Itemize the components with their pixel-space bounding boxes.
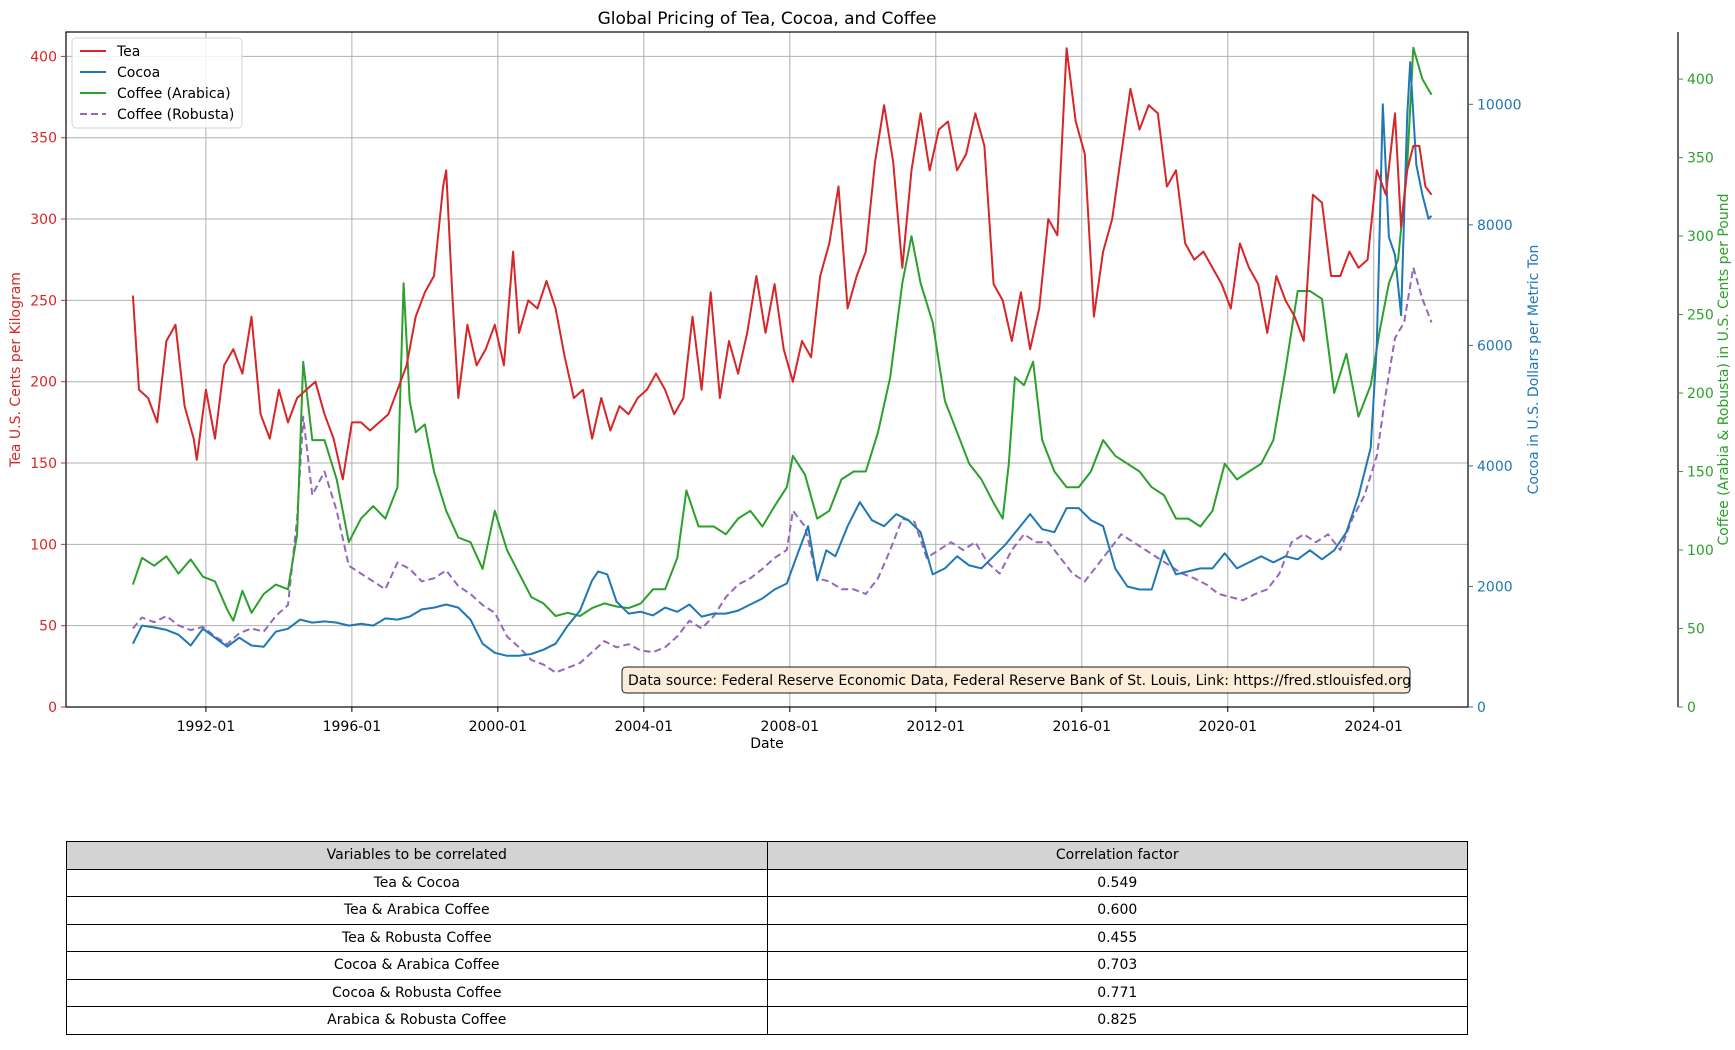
x-tick-label: 2008-01 — [761, 719, 820, 735]
table-cell: 0.600 — [766, 896, 1468, 925]
table-cell: Arabica & Robusta Coffee — [66, 1006, 768, 1035]
table-cell: 0.549 — [766, 868, 1468, 897]
x-tick-label: 1996-01 — [323, 719, 382, 735]
right-y-tick-label: 6000 — [1477, 338, 1513, 354]
left-y-tick-label: 250 — [30, 293, 57, 309]
column-header: Correlation factor — [766, 841, 1468, 870]
right-y-tick-label: 0 — [1477, 700, 1486, 716]
axis-layer: 1992-01 1996-01 2000-01 2004-01 2008-01 2012-… — [8, 32, 1732, 735]
left-y-tick-label: 300 — [30, 212, 57, 228]
left-y-tick-label: 150 — [30, 456, 57, 472]
coffee-y-tick-label: 100 — [1687, 543, 1714, 559]
chart-container: 1992-01 1996-01 2000-01 2004-01 2008-01 2012-… — [8, 9, 1732, 752]
table-cell: Tea & Arabica Coffee — [66, 896, 768, 925]
coffee-y-tick-label: 350 — [1687, 151, 1714, 167]
x-tick-label: 2020-01 — [1198, 719, 1257, 735]
left-y-tick-label: 400 — [30, 49, 57, 65]
left-y-tick-label: 200 — [30, 375, 57, 391]
series-line-cocoa — [132, 61, 1433, 657]
price-chart: 1992-01 1996-01 2000-01 2004-01 2008-01 2012-… — [8, 9, 1732, 752]
plot-frame — [65, 31, 1469, 708]
series-line-tea — [131, 47, 1433, 481]
table-cell: Cocoa & Robusta Coffee — [66, 978, 768, 1007]
correlation-table: Variables to be correlated Correlation f… — [66, 841, 1468, 1035]
annotation-layer: Data source: Federal Reserve Economic Da… — [621, 666, 1411, 694]
table-cell: 0.825 — [766, 1006, 1468, 1035]
x-tick-label: 2004-01 — [615, 719, 674, 735]
coffee-y-axis-label: Coffee (Arabia & Robusta) in U.S. Cents … — [1716, 194, 1732, 546]
x-tick-label: 2024-01 — [1344, 719, 1403, 735]
table-cell: 0.703 — [766, 951, 1468, 980]
coffee-y-tick-label: 200 — [1687, 386, 1714, 402]
left-y-tick-label: 350 — [30, 131, 57, 147]
table-cell: 0.455 — [766, 923, 1468, 952]
left-y-tick-label: 100 — [30, 537, 57, 553]
table-row: Tea & Arabica Coffee 0.600 — [66, 896, 1468, 925]
table-row: Arabica & Robusta Coffee 0.825 — [66, 1006, 1468, 1035]
table-cell: Tea & Robusta Coffee — [66, 923, 768, 952]
right-y-axis-label: Cocoa in U.S. Dollars per Metric Ton — [1526, 245, 1542, 495]
right-y-tick-label: 10000 — [1477, 97, 1522, 113]
series-line-coffee-arabica — [131, 46, 1433, 622]
coffee-y-tick-label: 300 — [1687, 229, 1714, 245]
chart-title: Global Pricing of Tea, Cocoa, and Coffee — [598, 9, 937, 29]
left-y-axis-label: Tea U.S. Cents per Kilogram — [8, 272, 24, 468]
legend-box — [71, 37, 243, 129]
legend-layer: Tea Cocoa Coffee (Arabica) Coffee (Robusta) — [71, 37, 243, 129]
left-y-tick-label: 0 — [48, 700, 57, 716]
x-axis-label: Date — [750, 736, 783, 752]
right-y-tick-label: 8000 — [1477, 218, 1513, 234]
legend-label: Coffee (Arabica) — [117, 86, 231, 102]
right-y-tick-label: 4000 — [1477, 459, 1513, 475]
grid-layer — [66, 32, 1468, 708]
table-header-row: Variables to be correlated Correlation f… — [66, 841, 1468, 870]
coffee-y-tick-label: 250 — [1687, 308, 1714, 324]
annotation-text: Data source: Federal Reserve Economic Da… — [628, 673, 1411, 689]
series-layer — [131, 46, 1433, 674]
series-line-coffee-robusta — [132, 266, 1433, 674]
legend-label: Coffee (Robusta) — [117, 107, 234, 123]
annotation-box — [621, 666, 1411, 694]
legend-label: Tea — [116, 44, 140, 60]
coffee-y-tick-label: 0 — [1687, 700, 1696, 716]
table-row: Tea & Cocoa 0.549 — [66, 868, 1468, 897]
table-row: Tea & Robusta Coffee 0.455 — [66, 923, 1468, 952]
table-cell: Cocoa & Arabica Coffee — [66, 951, 768, 980]
table-row: Cocoa & Robusta Coffee 0.771 — [66, 978, 1468, 1007]
x-tick-label: 2016-01 — [1053, 719, 1112, 735]
table-cell: Tea & Cocoa — [66, 868, 768, 897]
x-tick-label: 2000-01 — [469, 719, 528, 735]
legend-label: Cocoa — [117, 65, 160, 81]
right-y-tick-label: 2000 — [1477, 579, 1513, 595]
x-tick-label: 2012-01 — [907, 719, 966, 735]
column-header: Variables to be correlated — [66, 841, 768, 870]
coffee-y-tick-label: 400 — [1687, 72, 1714, 88]
x-tick-label: 1992-01 — [177, 719, 236, 735]
left-y-tick-label: 50 — [39, 619, 57, 635]
table-cell: 0.771 — [766, 978, 1468, 1007]
table-row: Cocoa & Arabica Coffee 0.703 — [66, 951, 1468, 980]
coffee-y-tick-label: 150 — [1687, 465, 1714, 481]
coffee-y-tick-label: 50 — [1687, 622, 1705, 638]
